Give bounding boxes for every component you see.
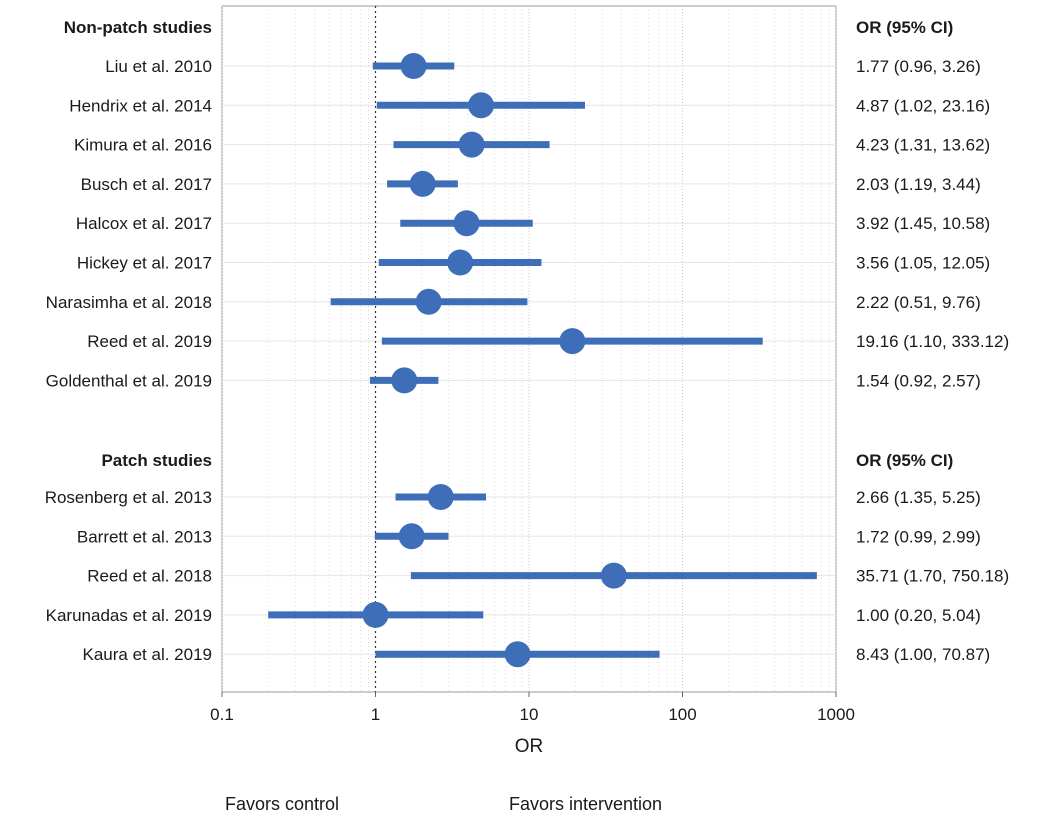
ci-text: 2.03 (1.19, 3.44) [856,175,981,194]
ci-text: 1.54 (0.92, 2.57) [856,371,981,390]
study-label: Kimura et al. 2016 [74,136,212,155]
study-marks [268,53,817,668]
point-estimate [398,523,425,550]
study-label: Barrett et al. 2013 [77,527,212,546]
point-estimate [391,367,418,394]
point-estimate [409,170,436,197]
ci-text: 4.87 (1.02, 23.16) [856,96,990,115]
study-label: Goldenthal et al. 2019 [46,371,212,390]
x-tick-label: 0.1 [210,705,234,724]
ci-text: 1.77 (0.96, 3.26) [856,57,981,76]
study-label: Reed et al. 2019 [87,332,212,351]
ci-text: 1.72 (0.99, 2.99) [856,527,981,546]
ci-text: 3.92 (1.45, 10.58) [856,214,990,233]
ci-text: 8.43 (1.00, 70.87) [856,645,990,664]
x-axis-ticks: 0.1 1 10 100 1000 [210,692,855,724]
study-label: Hendrix et al. 2014 [69,96,212,115]
ci-text: 35.71 (1.70, 750.18) [856,567,1009,586]
ci-text: 2.22 (0.51, 9.76) [856,293,981,312]
favors-intervention-label: Favors intervention [509,794,662,814]
point-estimate [453,210,480,237]
point-estimate [447,249,474,276]
study-labels: Non-patch studies Liu et al. 2010 Hendrix … [45,18,212,664]
point-estimate [559,328,586,355]
ci-text: 3.56 (1.05, 12.05) [856,254,990,273]
ci-text: 4.23 (1.31, 13.62) [856,136,990,155]
study-label: Busch et al. 2017 [81,175,212,194]
x-axis-title: OR [515,736,544,757]
ci-column-header: OR (95% CI) [856,18,953,37]
study-label: Halcox et al. 2017 [76,214,212,233]
point-estimate [600,562,627,589]
study-label: Narasimha et al. 2018 [46,293,212,312]
x-tick-label: 100 [668,705,696,724]
study-label: Rosenberg et al. 2013 [45,488,212,507]
x-tick-label: 1 [371,705,380,724]
point-estimate [400,53,427,79]
favors-control-label: Favors control [225,794,339,814]
ci-column-header: OR (95% CI) [856,451,953,470]
major-gridlines [221,6,837,692]
point-estimate [415,288,442,315]
point-estimate [458,131,485,158]
ci-texts: OR (95% CI) 1.77 (0.96, 3.26) 4.87 (1.02, … [856,18,1009,664]
x-tick-label: 10 [520,705,539,724]
ci-text: 19.16 (1.10, 333.12) [856,332,1009,351]
ci-text: 1.00 (0.20, 5.04) [856,606,981,625]
point-estimate [468,92,495,119]
point-estimate [362,601,389,628]
study-label: Kaura et al. 2019 [83,645,212,664]
study-label: Reed et al. 2018 [87,567,212,586]
group-header-0: Non-patch studies [64,18,212,37]
study-label: Karunadas et al. 2019 [46,606,212,625]
group-header-1: Patch studies [101,451,212,470]
point-estimate [504,641,531,668]
study-label: Hickey et al. 2017 [77,254,212,273]
x-tick-label: 1000 [817,705,855,724]
point-estimate [427,484,454,510]
study-label: Liu et al. 2010 [105,57,212,76]
ci-text: 2.66 (1.35, 5.25) [856,488,981,507]
